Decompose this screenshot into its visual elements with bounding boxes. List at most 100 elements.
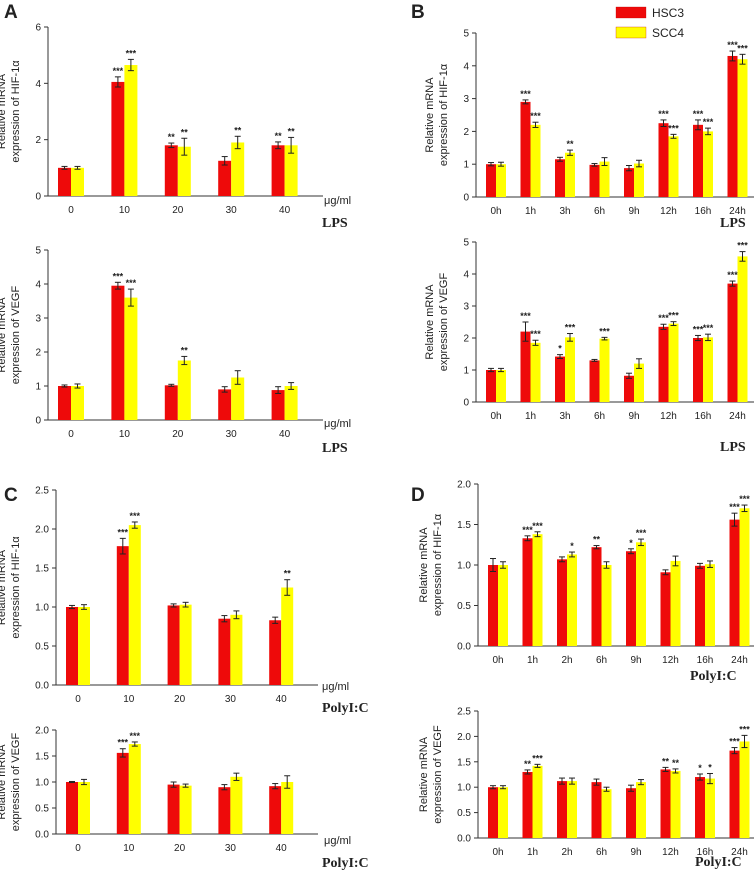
significance-label: *** [727,270,738,280]
x-tick-label: 9h [628,411,639,422]
bar-SCC4 [565,152,575,197]
bar-HSC3 [658,326,669,402]
y-tick-label: 5 [463,238,469,249]
legend-label-HSC3: HSC3 [652,6,684,20]
bar-SCC4 [496,370,506,402]
significance-label: *** [703,117,714,127]
bar-SCC4 [498,565,508,646]
y-tick-label: 2.0 [457,480,471,491]
x-tick-label: 20 [172,429,184,440]
y-tick-label: 5 [35,246,41,257]
x-tick-label: 24h [731,847,748,858]
bar-SCC4 [739,508,750,646]
significance-label: ** [672,758,680,768]
legend-swatch-SCC4 [615,26,647,39]
significance-label: *** [668,311,679,321]
significance-label: *** [737,241,748,251]
agent-label: PolyI:C [695,855,742,870]
y-tick-label: 2 [463,334,469,345]
bar-SCC4 [530,342,541,402]
y-tick-label: 1 [463,160,469,171]
significance-label: ** [234,125,242,135]
chart-B-bottom: 0 1 2 3 4 5 Relative mRNA expression of VEGF 0h *… [424,238,754,455]
y-tick-label: 0.0 [35,681,49,692]
bar-HSC3 [58,386,71,420]
bar-HSC3 [488,787,498,838]
significance-label: ** [288,126,296,136]
x-tick-label: 1h [527,655,538,666]
y-tick-label: 6 [35,23,41,34]
panel-letter-C: C [4,485,18,506]
bar-HSC3 [66,782,78,834]
bar-HSC3 [269,620,282,685]
panel-letter-D: D [411,485,425,506]
bar-HSC3 [591,782,602,838]
bar-HSC3 [271,145,285,196]
significance-label: *** [668,123,679,133]
x-tick-label: 6h [594,411,605,422]
bar-SCC4 [634,163,644,197]
chart-B-top: 0 1 2 3 4 5 Relative mRNA expression of HIF-1α 0… [424,29,754,231]
y-axis-label: expression of HIF-1α [10,536,22,639]
agent-label: LPS [322,216,348,231]
y-axis-label: Relative mRNA [418,527,430,603]
y-tick-label: 2.5 [35,486,49,497]
significance-label: *** [520,89,531,99]
significance-label: ** [168,132,176,142]
bar-HSC3 [271,390,285,420]
bar-SCC4 [565,337,575,402]
y-tick-label: 0.5 [35,642,49,653]
bar-SCC4 [601,789,612,838]
bar-HSC3 [693,124,703,197]
bar-SCC4 [78,782,90,834]
bar-HSC3 [116,546,129,685]
x-tick-label: 0h [490,206,501,217]
y-tick-label: 2.5 [457,707,471,718]
y-axis-label: expression of HIF-1α [10,60,22,163]
x-tick-label: 12h [660,206,677,217]
bar-HSC3 [626,551,636,646]
unit-label: μg/ml [324,418,351,430]
y-tick-label: 3 [463,94,469,105]
bar-SCC4 [124,297,138,420]
x-tick-label: 2h [561,655,572,666]
significance-label: *** [126,278,137,288]
significance-label: *** [130,731,141,741]
bar-HSC3 [520,101,531,197]
x-tick-label: 9h [630,847,641,858]
y-tick-label: 1.5 [457,757,471,768]
bar-SCC4 [498,787,508,838]
bar-SCC4 [636,542,646,646]
y-axis-label: expression of HIF-1α [432,513,444,616]
significance-label: *** [703,323,714,333]
y-axis-label: Relative mRNA [418,736,430,812]
x-tick-label: 16h [697,847,714,858]
y-tick-label: 0.5 [35,804,49,815]
bar-SCC4 [532,534,543,646]
significance-label: * [570,541,574,551]
y-tick-label: 4 [35,280,41,291]
y-axis-label: Relative mRNA [0,297,8,373]
significance-label: *** [532,521,543,531]
legend: HSC3 SCC4 [615,6,684,40]
bar-HSC3 [660,572,671,646]
bar-SCC4 [496,164,506,197]
significance-label: * [558,344,562,354]
bar-HSC3 [218,618,231,685]
x-tick-label: 20 [174,843,186,854]
bar-SCC4 [284,145,298,196]
x-tick-label: 9h [630,655,641,666]
significance-label: * [708,762,712,772]
y-tick-label: 0 [463,193,469,204]
significance-label: *** [729,737,740,747]
y-axis-label: Relative mRNA [424,284,436,360]
y-tick-label: 2 [35,348,41,359]
bar-SCC4 [705,564,715,646]
x-tick-label: 10 [119,429,131,440]
bar-SCC4 [179,604,192,685]
bar-HSC3 [693,338,703,402]
significance-label: *** [739,494,750,504]
bar-HSC3 [557,781,567,838]
significance-label: *** [522,525,533,535]
y-tick-label: 3 [35,314,41,325]
